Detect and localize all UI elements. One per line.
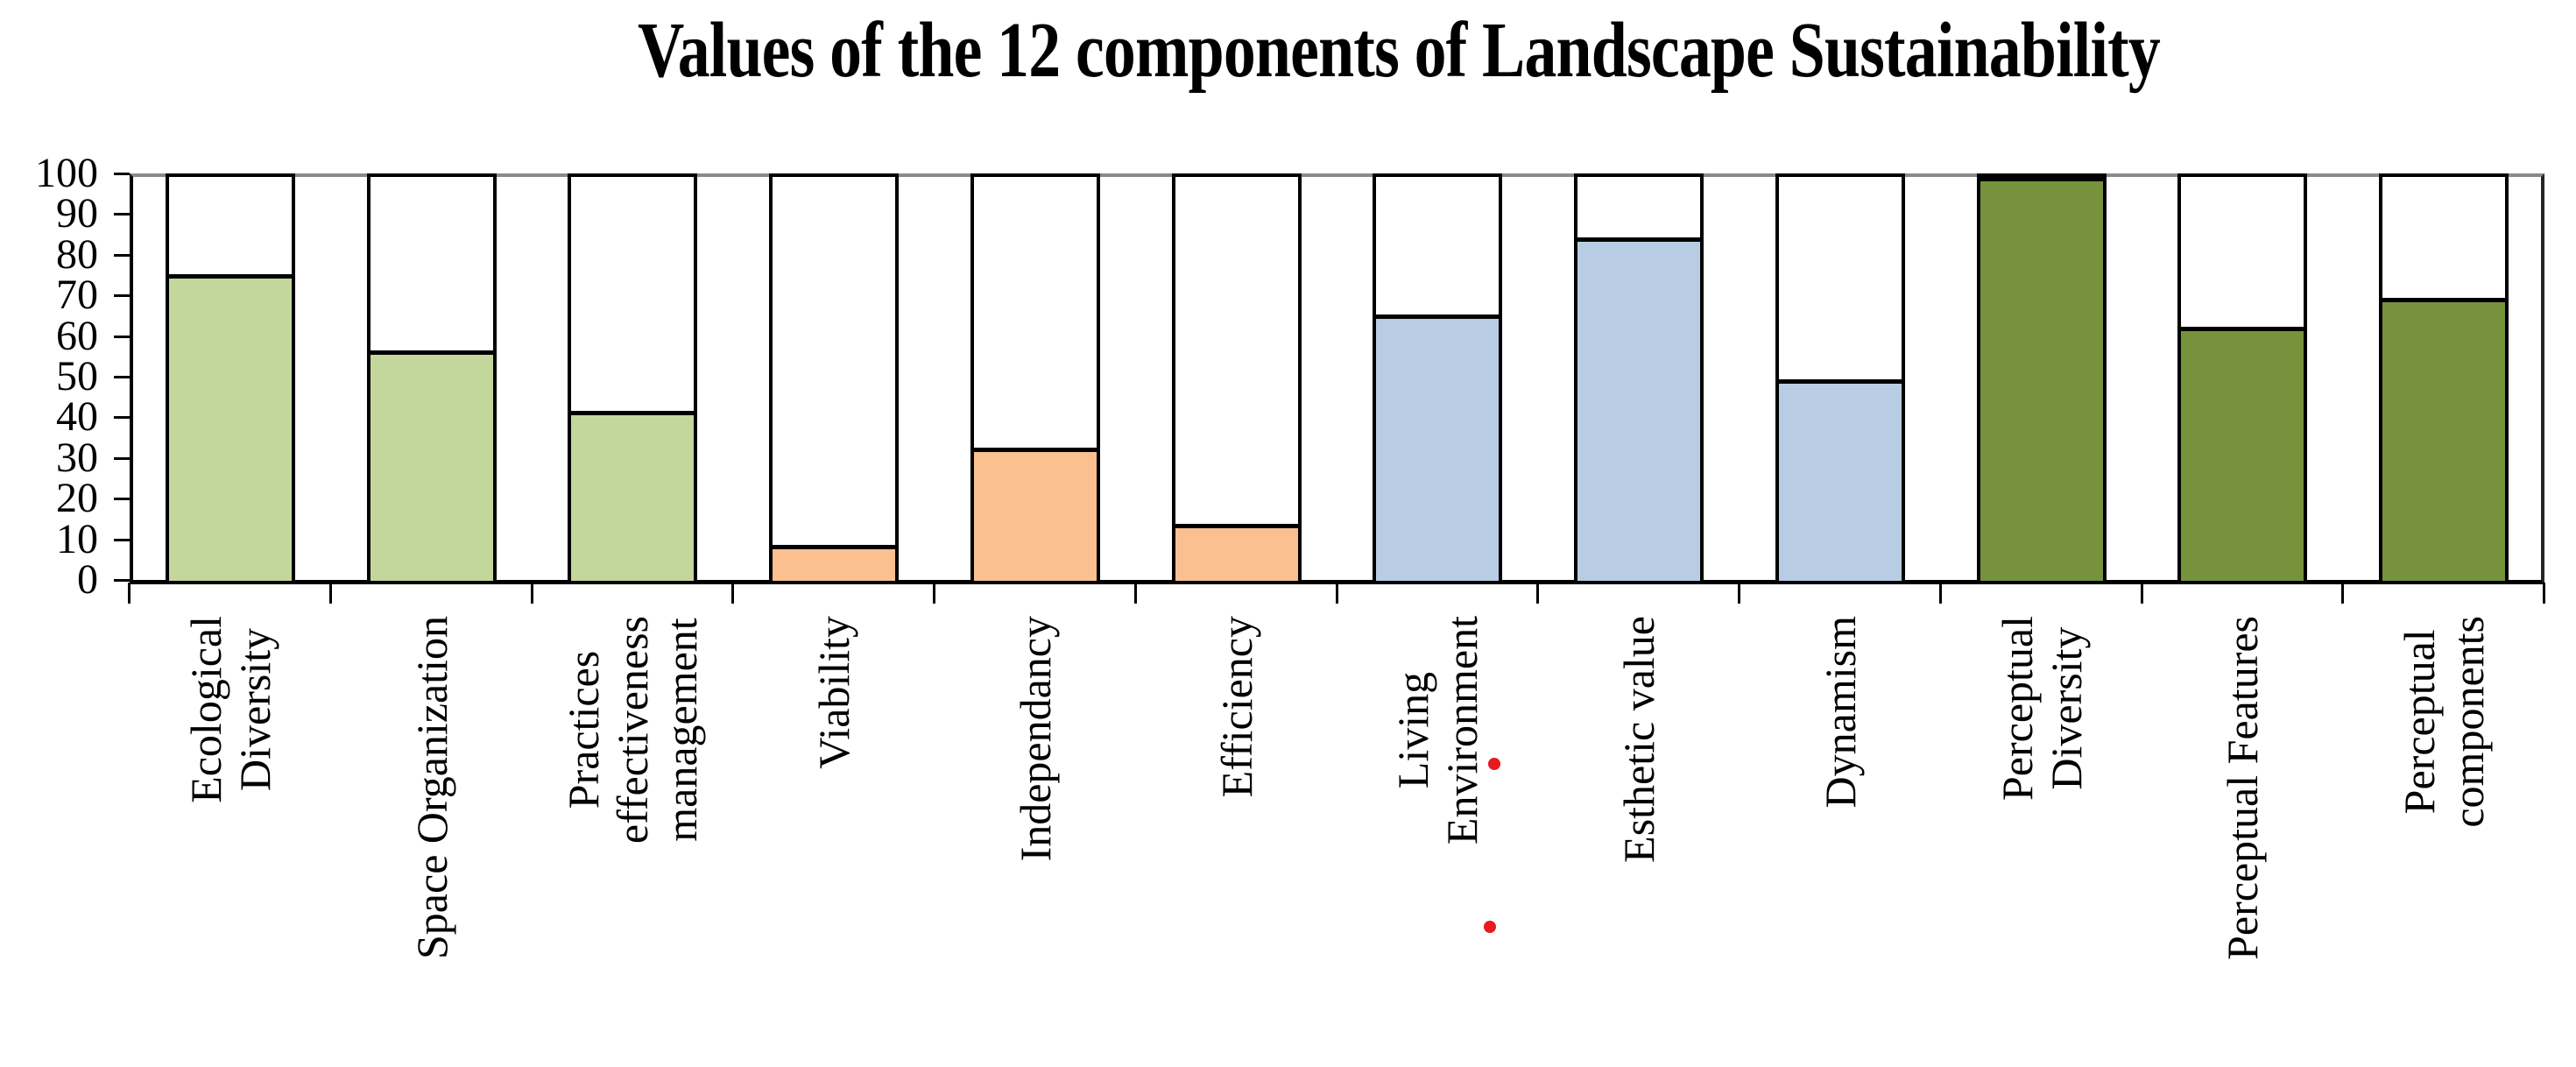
x-axis-label-wrap: Ecological Diversity (181, 616, 369, 803)
x-axis-label: Space Organization (406, 616, 456, 959)
x-axis-label: Living Environment (1388, 616, 1487, 845)
x-axis-label-wrap: Viability (809, 616, 963, 769)
x-axis-label: Practices effectiveness management (559, 616, 707, 844)
x-axis-tick (1133, 583, 1137, 604)
bar-fill (973, 447, 1097, 581)
x-axis-tick (128, 583, 131, 604)
x-axis-label-wrap: Living Environment (1388, 616, 1617, 844)
y-axis-tick-label: 70 (56, 272, 98, 319)
x-axis-tick (2140, 583, 2143, 604)
x-axis-label: Perceptual components (2395, 616, 2494, 828)
bar-frame (1373, 173, 1503, 584)
bar-frame (1574, 173, 1704, 584)
x-axis-tick (1536, 583, 1540, 604)
y-axis-tick (114, 579, 130, 582)
x-axis-tick (1335, 583, 1338, 604)
x-axis-label-wrap: Efficiency (1212, 616, 1394, 797)
bar-frame (970, 173, 1100, 584)
x-axis-tick (2543, 583, 2545, 604)
y-axis-tick-label: 100 (35, 150, 98, 196)
y-axis-tick (114, 253, 130, 257)
y-axis-tick (114, 498, 130, 501)
x-axis-label-wrap: Perceptual Diversity (1993, 616, 2177, 801)
bar-fill (1577, 237, 1701, 581)
y-axis-tick-label: 40 (56, 393, 98, 441)
y-axis-tick (114, 376, 130, 378)
x-axis-label: Independancy (1010, 616, 1060, 862)
y-axis-tick-label: 80 (56, 230, 98, 278)
bar-fill (168, 273, 292, 581)
x-axis-label: Efficiency (1211, 616, 1261, 798)
x-axis-tick (2341, 583, 2345, 604)
y-axis-tick-label: 90 (56, 190, 98, 237)
bar-frame (1976, 173, 2107, 584)
x-axis-label-wrap: Practices effectiveness management (559, 616, 787, 844)
bar-fill (1376, 314, 1500, 581)
y-axis-tick (114, 173, 130, 175)
y-axis-tick (114, 294, 130, 298)
x-axis-tick (530, 583, 533, 604)
bar-frame (1775, 173, 1905, 584)
red-dot-annotation (1488, 758, 1500, 770)
x-axis-label: Esthetic value (1614, 616, 1664, 863)
bar-frame (769, 173, 900, 584)
bar-fill (2382, 298, 2506, 581)
x-axis-label-wrap: Dynamism (1816, 616, 2008, 808)
y-axis-tick-label: 30 (56, 434, 98, 481)
y-axis-tick (114, 213, 130, 216)
x-axis-label: Perceptual Features (2218, 616, 2268, 960)
bar-fill (1778, 378, 1902, 581)
x-axis-label: Dynamism (1815, 616, 1865, 809)
y-axis-tick-label: 0 (77, 556, 98, 603)
bar-fill (1175, 524, 1298, 581)
x-axis-tick (1738, 583, 1740, 604)
y-axis-tick (114, 538, 130, 541)
x-axis-label: Perceptual Diversity (1992, 616, 2091, 802)
bar-fill (1980, 177, 2103, 581)
bar-fill (773, 544, 896, 581)
y-axis-tick (114, 416, 130, 420)
bar-frame (1171, 173, 1302, 584)
bar-frame (2177, 173, 2308, 584)
bar-frame (366, 173, 497, 584)
x-axis-label-wrap: Perceptual components (2395, 616, 2576, 828)
bar-fill (571, 411, 695, 581)
x-axis-tick (933, 583, 935, 604)
plot-area (130, 173, 2544, 584)
y-axis-tick (114, 456, 130, 460)
x-axis-tick (731, 583, 735, 604)
bar-fill (370, 350, 493, 581)
bar-frame (568, 173, 698, 584)
y-axis-tick (114, 335, 130, 338)
y-axis-tick-label: 60 (56, 312, 98, 359)
bar-fill (2181, 326, 2304, 581)
chart-title: Values of the 12 components of Landscape… (637, 7, 2161, 94)
x-axis-label: Ecological Diversity (180, 616, 279, 803)
y-axis-tick-label: 20 (56, 475, 98, 522)
bar-frame (2379, 173, 2509, 584)
red-dot-annotation (1484, 921, 1496, 933)
x-axis-tick (328, 583, 332, 604)
x-axis-tick (1938, 583, 1942, 604)
bar-frame (165, 173, 295, 584)
y-axis-tick-label: 50 (56, 353, 98, 399)
y-axis-tick-label: 10 (56, 515, 98, 562)
x-axis-label: Viability (809, 616, 859, 769)
